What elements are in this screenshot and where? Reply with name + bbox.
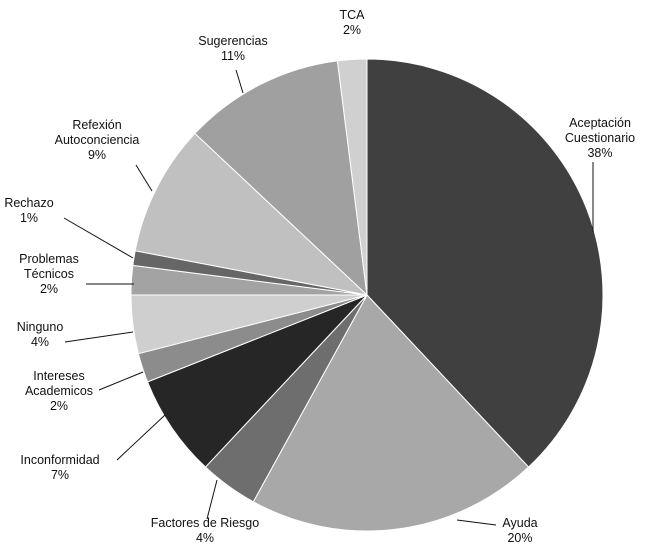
slice-label-aceptacion-cuestionario: Aceptación Cuestionario 38%: [565, 116, 635, 160]
slice-name: Sugerencias: [198, 34, 268, 48]
slice-name: TCA: [340, 8, 366, 22]
slice-labels: Aceptación Cuestionario 38% Ayuda 20% Factore…: [4, 8, 635, 545]
slice-name: Factores de Riesgo: [151, 516, 259, 530]
slice-label-ayuda: Ayuda 20%: [502, 516, 537, 545]
slice-name: Ninguno: [17, 320, 64, 334]
slice-label-factores-de-riesgo: Factores de Riesgo 4%: [151, 516, 259, 545]
leader-line-ayuda: [456, 519, 497, 526]
slice-name: Rechazo: [4, 196, 53, 210]
leader-line-factores-de-riesgo: [206, 479, 218, 520]
slice-percent: 1%: [20, 211, 38, 225]
slice-label-ninguno: Ninguno 4%: [17, 320, 64, 349]
slice-percent: 4%: [31, 335, 49, 349]
slice-percent: 20%: [507, 531, 532, 545]
slice-name: Problemas: [19, 252, 79, 266]
slice-percent: 2%: [50, 399, 68, 413]
pie-slice-sugerencias: [194, 60, 368, 297]
slice-name: Técnicos: [24, 267, 74, 281]
pie-slice-inconformidad: [146, 294, 368, 468]
pie-slice-refexion-autoconciencia: [134, 132, 369, 296]
slice-label-rechazo: Rechazo 1%: [4, 196, 53, 225]
slice-percent: 11%: [221, 49, 245, 63]
slice-name: Academicos: [25, 384, 93, 398]
slice-percent: 4%: [196, 531, 214, 545]
pie-slice-aceptacion-cuestionario: [366, 58, 604, 468]
slice-percent: 9%: [88, 148, 106, 162]
leader-line-refexion-autoconciencia: [135, 164, 153, 192]
leader-line-intereses-academicos: [98, 371, 144, 391]
pie-slice-tca: [336, 58, 368, 296]
leader-line-ninguno: [64, 331, 134, 343]
slice-name: Ayuda: [502, 516, 537, 530]
slice-label-tca: TCA 2%: [340, 8, 366, 37]
leader-lines: [63, 69, 594, 526]
slice-percent: 7%: [51, 468, 69, 482]
leader-line-rechazo: [63, 217, 134, 259]
slice-label-problemas-tecnicos: Problemas Técnicos 2%: [19, 252, 79, 296]
slice-label-inconformidad: Inconformidad 7%: [20, 453, 99, 482]
leader-line-inconformidad: [116, 414, 166, 461]
slice-name: Intereses: [33, 369, 84, 383]
slice-percent: 38%: [587, 146, 612, 160]
slice-label-intereses-academicos: Intereses Academicos 2%: [25, 369, 93, 413]
slice-name: Inconformidad: [20, 453, 99, 467]
slice-name: Refexión: [72, 118, 121, 132]
slice-name: Aceptación: [569, 116, 631, 130]
pie-slice-ayuda: [252, 294, 530, 532]
slice-name: Cuestionario: [565, 131, 635, 145]
leader-line-sugerencias: [235, 69, 244, 94]
slice-label-refexion-autoconciencia: Refexión Autoconciencia 9%: [55, 118, 140, 162]
pie-slices: [130, 58, 604, 532]
slice-label-sugerencias: Sugerencias 11%: [198, 34, 268, 63]
slice-name: Autoconciencia: [55, 133, 140, 147]
slice-percent: 2%: [40, 282, 58, 296]
slice-percent: 2%: [343, 23, 361, 37]
